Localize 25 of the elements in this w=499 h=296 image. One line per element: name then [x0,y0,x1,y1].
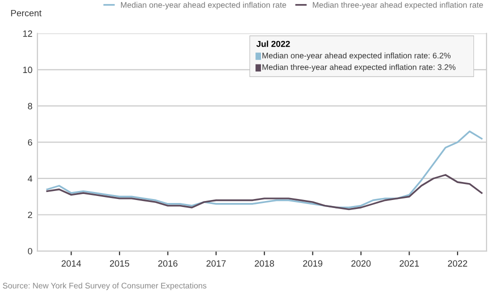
y-tick-label: 0 [28,248,32,254]
x-tick-label: 2019 [303,260,322,267]
y-tick-label: 8 [28,102,32,110]
y-tick-label: 4 [28,176,32,182]
legend-label: Median one-year ahead expected inflation rate [121,2,286,10]
y-axis-title: Percent [11,10,42,16]
x-tick-label: 2014 [62,260,82,267]
x-tick-label: 2017 [206,260,226,267]
x-tick-label: 2021 [400,260,419,267]
x-tick-label: 2018 [254,260,274,267]
y-tick-label: 12 [23,30,32,37]
line-series [46,174,483,210]
y-tick-label: 2 [28,212,32,218]
annotation: Jul 2022 [256,40,290,47]
annotation: Median three-year ahead expected inflation rate: 3.2% [262,64,456,72]
y-tick-label: 10 [23,66,32,74]
x-tick-label: 2015 [110,260,130,267]
x-tick-label: 2016 [158,260,178,267]
legend-label: Median three-year ahead expected inflation rate [312,2,483,10]
x-tick-label: 2020 [351,260,371,267]
line-series [46,130,483,208]
y-tick-label: 6 [28,139,32,146]
x-tick-label: 2022 [448,260,468,267]
source-note: Source: New York Fed Survey of Consumer Expectations [2,282,206,290]
annotation: Median one-year ahead expected inflation rate: 6.2% [262,52,451,60]
